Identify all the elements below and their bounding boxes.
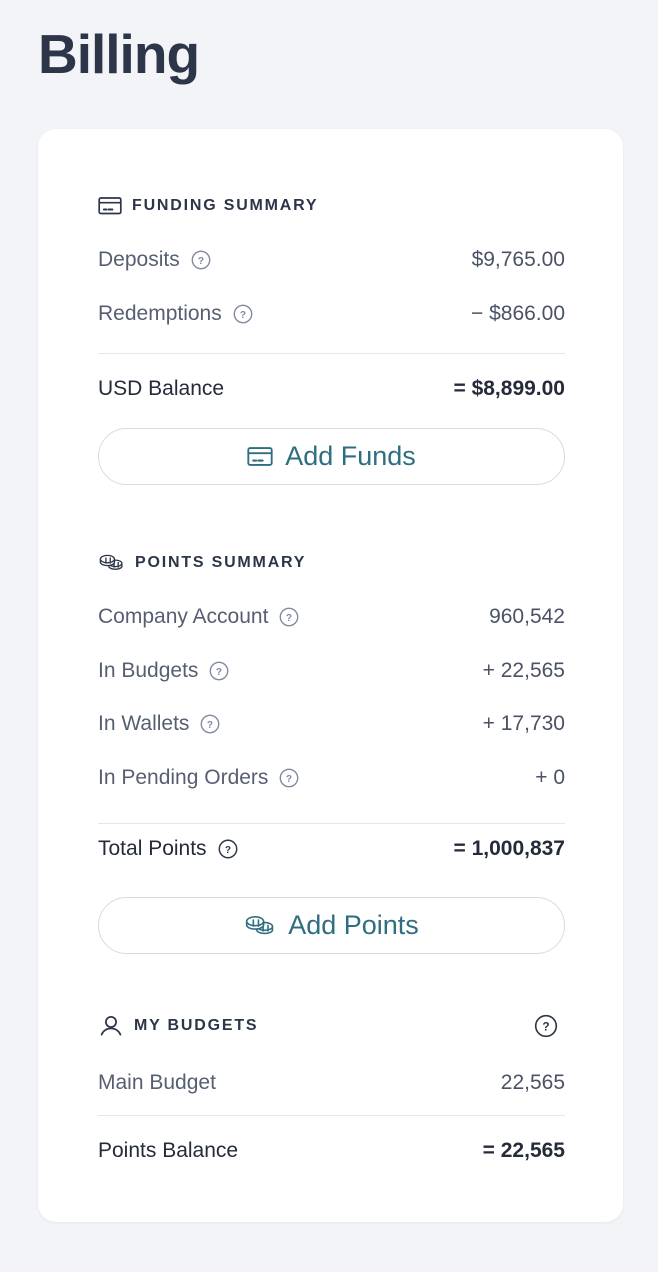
- svg-text:?: ?: [216, 667, 222, 678]
- svg-text:?: ?: [286, 774, 292, 785]
- svg-text:?: ?: [286, 613, 292, 624]
- svg-text:?: ?: [224, 845, 230, 856]
- svg-text:?: ?: [240, 310, 246, 321]
- svg-text:?: ?: [207, 720, 213, 731]
- svg-text:?: ?: [198, 256, 204, 267]
- svg-text:?: ?: [542, 1020, 549, 1034]
